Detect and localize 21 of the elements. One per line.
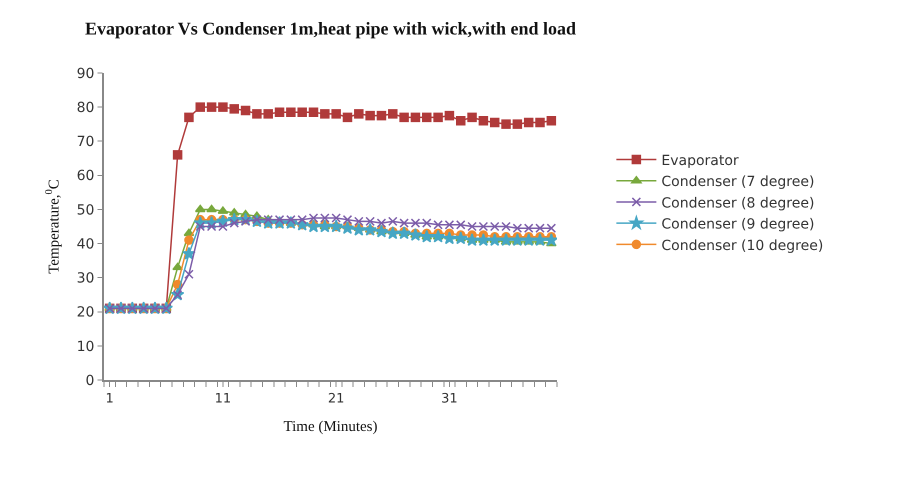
legend-label: Condenser (9 degree): [661, 216, 814, 233]
y-tick-label: 50: [76, 202, 94, 218]
x-tick-label: 1: [106, 391, 114, 406]
y-tick-label: 10: [76, 338, 94, 355]
y-tick-label: 60: [76, 168, 94, 184]
chart-title: Evaporator Vs Condenser 1m,heat pipe with wick,with end load: [84, 18, 576, 39]
x-axis-title: Time (Minutes): [283, 418, 378, 435]
y-tick-label: 70: [76, 134, 94, 150]
x-tick-label: 31: [441, 391, 458, 406]
legend-label: Condenser (8 degree): [661, 195, 814, 212]
legend-label: Condenser (7 degree): [661, 174, 814, 190]
x-tick-label: 11: [214, 391, 232, 406]
y-tick-label: 90: [76, 66, 94, 82]
y-tick-label: 30: [76, 270, 94, 287]
legend-label: Evaporator: [661, 153, 739, 169]
y-tick-label: 40: [76, 236, 94, 252]
y-tick-label: 20: [76, 304, 94, 321]
y-tick-label: 80: [76, 100, 94, 116]
y-tick-label: 0: [86, 372, 94, 389]
x-tick-label: 21: [328, 391, 344, 406]
legend-label: Condenser (10 degree): [661, 238, 824, 254]
